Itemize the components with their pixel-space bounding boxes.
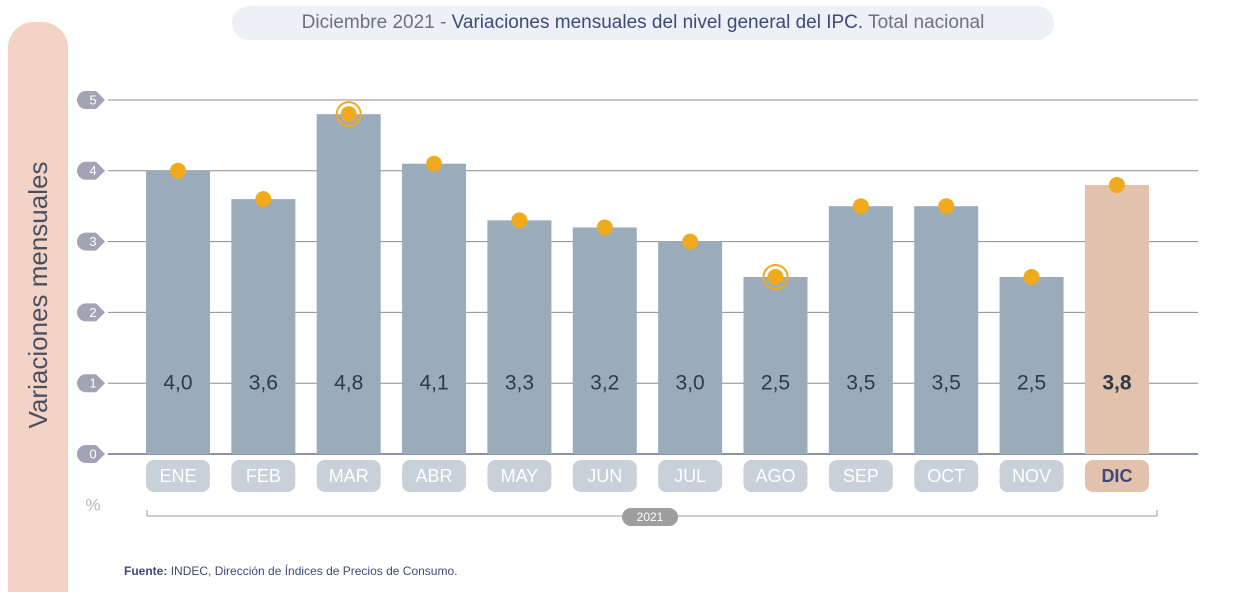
category-box <box>743 460 808 492</box>
y-tick-marker <box>77 232 105 251</box>
title-box <box>232 6 1054 40</box>
bar <box>1084 184 1149 454</box>
dot <box>682 233 699 250</box>
bar <box>914 206 979 454</box>
dot <box>938 198 955 215</box>
dot-ring <box>335 101 362 128</box>
x-tick-label: JUL <box>674 466 706 486</box>
value-label: 3,8 <box>1102 372 1132 395</box>
dot <box>340 106 357 123</box>
chart-title: Diciembre 2021 - Variaciones mensuales d… <box>302 12 985 33</box>
y-tick-label: 5 <box>89 92 96 107</box>
bar <box>145 170 210 455</box>
bar <box>828 206 893 454</box>
category-box <box>914 460 979 492</box>
y-tick-label: 0 <box>89 446 96 461</box>
dot <box>767 269 784 285</box>
value-label: 3,3 <box>505 372 534 395</box>
side-panel <box>8 22 68 597</box>
category-box <box>145 460 210 492</box>
x-tick-label: MAR <box>329 466 369 486</box>
category-box <box>231 460 296 492</box>
value-label: 4,1 <box>419 372 448 395</box>
y-tick-label: 4 <box>89 163 96 178</box>
source-text: INDEC, Dirección de Índices de Precios d… <box>171 563 458 578</box>
bar <box>402 163 467 454</box>
source-label: Fuente: <box>124 564 167 578</box>
x-tick-label: OCT <box>927 466 965 486</box>
bar <box>572 227 637 454</box>
y-tick-marker <box>77 445 105 463</box>
dot <box>596 219 613 236</box>
y-tick-marker <box>77 161 105 180</box>
bar <box>999 277 1064 454</box>
value-label: 3,5 <box>932 372 961 395</box>
category-box <box>999 460 1064 492</box>
category-box <box>572 460 637 492</box>
bar <box>743 277 808 454</box>
dot-ring <box>762 264 789 290</box>
value-label: 4,0 <box>163 372 192 395</box>
value-label: 2,5 <box>761 372 790 395</box>
x-tick-label: JUN <box>587 466 622 486</box>
value-label: 3,2 <box>590 372 619 395</box>
x-tick-label: ABR <box>416 466 453 486</box>
category-box <box>828 460 893 492</box>
value-label: 3,6 <box>249 372 278 395</box>
category-box <box>487 460 552 492</box>
bar <box>231 199 296 454</box>
x-tick-label: MAY <box>501 466 539 486</box>
dot <box>852 198 869 215</box>
dot <box>511 212 528 229</box>
category-box <box>402 460 467 492</box>
y-tick-label: 3 <box>89 234 96 249</box>
title-suffix: Total nacional <box>868 12 984 33</box>
y-tick-marker <box>77 303 105 322</box>
dot <box>255 191 272 208</box>
y-tick-label: 2 <box>89 305 96 320</box>
x-tick-label: NOV <box>1012 466 1051 486</box>
y-axis-label: Variaciones mensuales <box>23 162 53 429</box>
x-tick-label: SEP <box>843 466 879 486</box>
title-main: Variaciones mensuales del nivel general … <box>452 12 864 33</box>
dot <box>1108 176 1125 193</box>
x-tick-label: DIC <box>1101 466 1132 486</box>
value-label: 2,5 <box>1017 372 1046 395</box>
y-tick-marker <box>77 374 105 393</box>
dot <box>169 162 186 179</box>
title-prefix: Diciembre 2021 - <box>302 12 447 33</box>
category-box <box>316 460 381 492</box>
x-tick-label: ENE <box>159 466 196 486</box>
y-tick-label: 1 <box>89 376 96 391</box>
value-label: 3,5 <box>846 372 875 395</box>
unit-label: % <box>85 495 100 514</box>
year-box <box>622 508 678 526</box>
bar <box>658 241 723 454</box>
x-tick-label: AGO <box>755 466 795 486</box>
bar <box>487 220 552 454</box>
x-tick-label: FEB <box>246 466 281 486</box>
category-box <box>658 460 723 492</box>
category-box <box>1084 460 1149 492</box>
year-label: 2021 <box>637 510 664 524</box>
source: Fuente: INDEC, Dirección de Índices de P… <box>124 563 457 578</box>
bar <box>316 114 381 454</box>
dot <box>426 155 443 172</box>
value-label: 4,8 <box>334 372 363 395</box>
value-label: 3,0 <box>676 372 705 395</box>
y-tick-marker <box>77 91 105 109</box>
dot <box>1023 269 1040 285</box>
